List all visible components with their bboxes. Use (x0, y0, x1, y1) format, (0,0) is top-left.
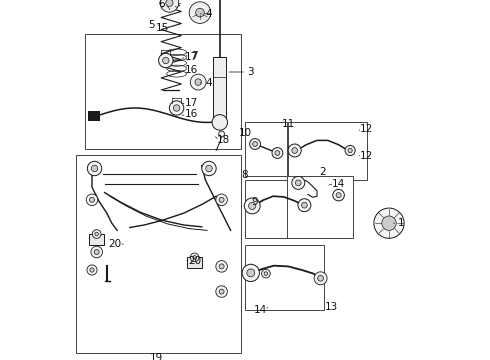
Text: 1: 1 (398, 218, 405, 228)
Text: 11: 11 (282, 119, 295, 129)
Bar (245, 245, 324, 310)
Circle shape (87, 265, 97, 275)
Bar (90, 234, 104, 245)
Text: 17: 17 (184, 98, 197, 108)
Circle shape (91, 246, 102, 258)
Circle shape (262, 269, 270, 278)
Text: 12: 12 (360, 124, 373, 134)
Circle shape (195, 79, 201, 85)
Text: 14: 14 (254, 305, 268, 315)
Text: 9: 9 (251, 197, 258, 207)
Circle shape (216, 286, 227, 297)
Text: 4: 4 (205, 9, 212, 19)
Circle shape (295, 180, 301, 186)
Circle shape (292, 176, 305, 189)
Circle shape (292, 148, 297, 153)
Circle shape (190, 253, 199, 262)
Text: 18: 18 (217, 135, 230, 145)
Circle shape (314, 272, 327, 285)
Circle shape (275, 150, 280, 156)
Text: 16: 16 (184, 109, 197, 120)
Circle shape (170, 101, 184, 115)
Circle shape (253, 141, 258, 147)
Circle shape (318, 275, 323, 281)
Text: 16: 16 (184, 65, 197, 75)
Text: 12: 12 (360, 150, 373, 161)
Circle shape (87, 161, 102, 176)
Circle shape (202, 161, 216, 176)
Circle shape (345, 145, 355, 156)
Text: 3: 3 (247, 67, 254, 77)
Circle shape (160, 0, 179, 12)
Circle shape (219, 264, 224, 269)
Circle shape (288, 144, 301, 157)
Bar (245, 122, 288, 176)
Text: 2: 2 (319, 167, 326, 177)
Circle shape (272, 148, 283, 158)
Circle shape (86, 194, 98, 206)
Circle shape (91, 165, 98, 172)
Bar (85, 34, 242, 149)
Bar (76, 155, 242, 353)
Circle shape (348, 148, 352, 153)
Circle shape (95, 232, 98, 236)
Text: 13: 13 (325, 302, 338, 312)
Circle shape (166, 0, 173, 6)
Circle shape (173, 105, 180, 111)
Circle shape (206, 165, 212, 172)
Circle shape (250, 139, 261, 149)
Circle shape (219, 289, 224, 294)
Circle shape (163, 57, 169, 64)
Circle shape (190, 74, 206, 90)
Bar (288, 176, 353, 238)
Circle shape (90, 197, 95, 202)
Circle shape (193, 256, 196, 259)
Circle shape (92, 230, 101, 238)
Text: 17: 17 (184, 52, 197, 62)
Circle shape (248, 202, 256, 210)
Text: 5: 5 (147, 20, 154, 30)
Circle shape (301, 202, 307, 208)
Circle shape (264, 272, 268, 275)
Text: 4: 4 (205, 78, 212, 88)
Circle shape (245, 198, 260, 214)
Circle shape (90, 268, 94, 272)
Circle shape (219, 197, 224, 202)
Circle shape (219, 131, 224, 137)
Circle shape (216, 194, 227, 206)
Text: 20: 20 (108, 239, 121, 249)
Circle shape (382, 216, 396, 230)
Text: 8: 8 (242, 170, 248, 180)
Circle shape (212, 114, 227, 130)
Text: 6: 6 (158, 0, 165, 9)
Circle shape (216, 261, 227, 272)
Circle shape (159, 53, 173, 68)
Circle shape (189, 2, 211, 23)
Bar (187, 257, 202, 268)
Text: 15: 15 (156, 23, 169, 33)
Text: 19: 19 (150, 353, 164, 360)
Text: 10: 10 (239, 128, 251, 138)
Bar (213, 57, 226, 122)
Bar (245, 180, 324, 238)
Text: 14: 14 (332, 179, 345, 189)
Circle shape (336, 193, 341, 198)
Circle shape (333, 189, 344, 201)
Circle shape (196, 8, 204, 17)
Circle shape (374, 208, 404, 238)
Circle shape (242, 264, 259, 282)
Text: 7: 7 (191, 51, 197, 61)
Circle shape (247, 269, 255, 277)
Circle shape (298, 199, 311, 212)
Text: 20: 20 (188, 256, 201, 266)
Bar (288, 122, 368, 180)
Circle shape (94, 249, 99, 255)
